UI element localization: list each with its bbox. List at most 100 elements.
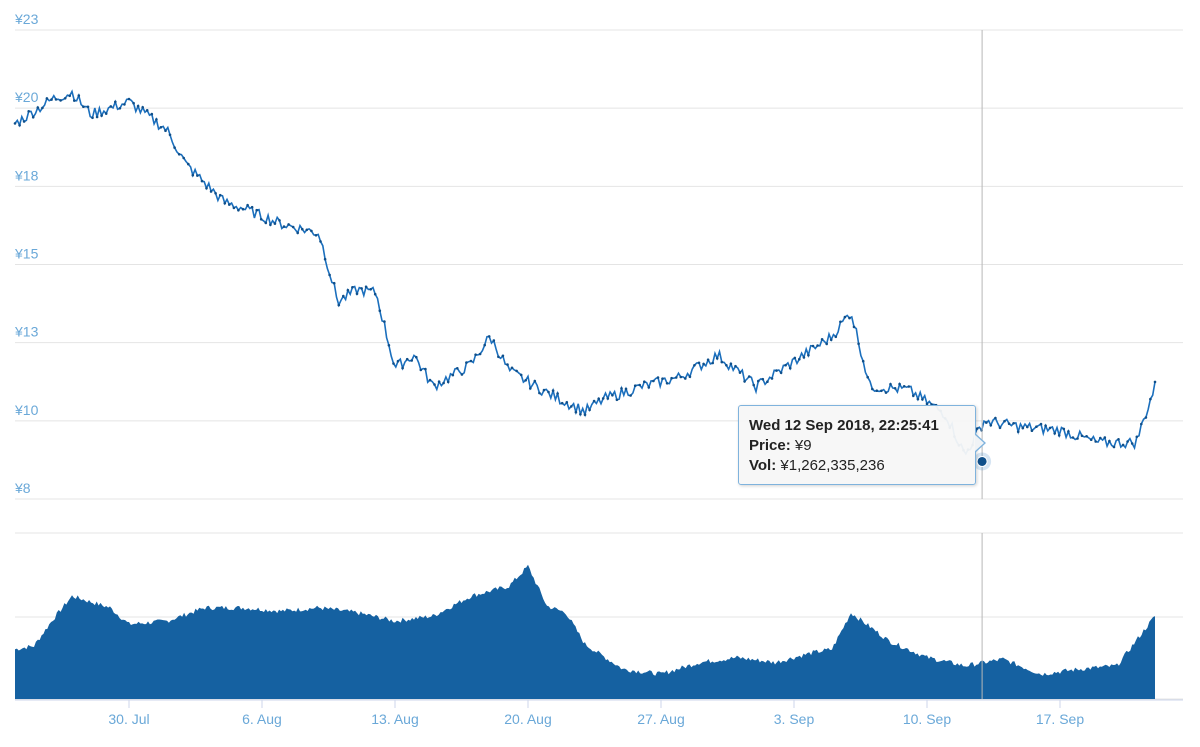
price-point <box>145 109 149 112</box>
price-point <box>159 126 163 129</box>
price-point <box>250 205 254 209</box>
price-point <box>871 387 874 391</box>
price-point <box>18 123 21 127</box>
price-point <box>725 364 728 367</box>
price-point <box>665 382 669 385</box>
price-point <box>734 364 737 368</box>
price-point <box>351 286 354 289</box>
price-point <box>451 373 455 377</box>
price-grid <box>15 29 1183 500</box>
x-axis: 30. Jul 6. Aug 13. Aug 20. Aug 27. Aug 3. Sep… <box>15 699 1183 727</box>
price-point <box>784 363 787 367</box>
x-tick-label: 20. Aug <box>504 711 552 727</box>
price-point <box>442 381 445 385</box>
price-point <box>433 383 436 386</box>
price-point <box>1144 416 1148 419</box>
price-point <box>1089 438 1093 442</box>
price-point <box>606 397 610 400</box>
price-point <box>95 115 99 119</box>
price-point <box>182 156 185 160</box>
price-point <box>82 105 85 108</box>
price-point <box>100 114 103 117</box>
price-point <box>155 118 158 121</box>
price-point <box>378 309 382 313</box>
price-point <box>916 397 920 401</box>
price-point <box>1062 427 1066 431</box>
hover-point-marker[interactable] <box>973 452 992 471</box>
price-point <box>620 387 623 390</box>
price-point <box>310 229 313 233</box>
price-point <box>123 103 126 106</box>
price-point <box>460 373 464 376</box>
price-point <box>761 377 765 381</box>
price-point <box>697 361 701 365</box>
price-point <box>1057 434 1061 437</box>
x-tick-label: 3. Sep <box>774 711 815 727</box>
price-point <box>501 354 505 358</box>
price-point <box>788 366 792 370</box>
price-point <box>510 366 514 370</box>
tooltip-volume: Vol: ¥1,262,335,236 <box>749 457 885 474</box>
price-point <box>487 335 491 338</box>
y-tick-label: ¥23 <box>14 11 39 27</box>
price-point <box>437 380 441 384</box>
price-point <box>715 357 719 360</box>
price-point <box>1048 426 1052 430</box>
price-point <box>492 339 496 342</box>
price-point <box>1003 419 1006 423</box>
price-point <box>209 190 213 193</box>
price-point <box>743 380 746 383</box>
price-point <box>1130 442 1134 445</box>
price-point <box>373 292 377 296</box>
y-tick-label: ¥15 <box>14 246 39 262</box>
price-point <box>13 122 17 125</box>
price-point <box>246 203 249 207</box>
price-point <box>1012 422 1015 425</box>
price-point <box>328 273 331 277</box>
price-point <box>1140 422 1143 426</box>
price-point <box>269 223 272 226</box>
price-point <box>410 359 414 362</box>
x-tick-label: 13. Aug <box>371 711 419 727</box>
x-tick-label: 6. Aug <box>242 711 282 727</box>
price-point <box>360 287 363 290</box>
price-point <box>615 398 619 402</box>
price-point <box>68 94 71 98</box>
price-point <box>419 368 423 372</box>
price-point <box>50 98 53 101</box>
price-point <box>1121 443 1125 447</box>
price-point <box>478 352 482 356</box>
price-point <box>73 99 76 102</box>
price-point <box>629 394 632 397</box>
price-point <box>264 221 268 225</box>
price-point <box>114 100 117 104</box>
price-point <box>287 223 290 226</box>
price-point <box>547 390 550 394</box>
price-point <box>132 101 135 105</box>
price-markers <box>13 94 1157 452</box>
price-point <box>519 373 523 377</box>
price-point <box>346 288 350 292</box>
price-point <box>301 227 304 231</box>
price-point <box>446 380 450 384</box>
price-point <box>177 153 181 156</box>
price-point <box>196 174 199 177</box>
price-point <box>387 344 391 347</box>
price-point <box>282 225 286 228</box>
price-point <box>278 219 281 222</box>
price-point <box>136 104 140 108</box>
price-point <box>706 358 710 362</box>
price-point <box>702 362 705 366</box>
price-point <box>1135 435 1139 439</box>
price-point <box>41 106 44 110</box>
price-point <box>624 387 628 391</box>
price-point <box>843 315 847 319</box>
price-point <box>711 361 714 365</box>
price-point <box>1153 380 1157 384</box>
volume-area-series <box>15 564 1155 699</box>
price-point <box>200 179 204 183</box>
price-point <box>816 344 819 347</box>
price-point <box>314 234 318 237</box>
price-point <box>319 240 322 243</box>
